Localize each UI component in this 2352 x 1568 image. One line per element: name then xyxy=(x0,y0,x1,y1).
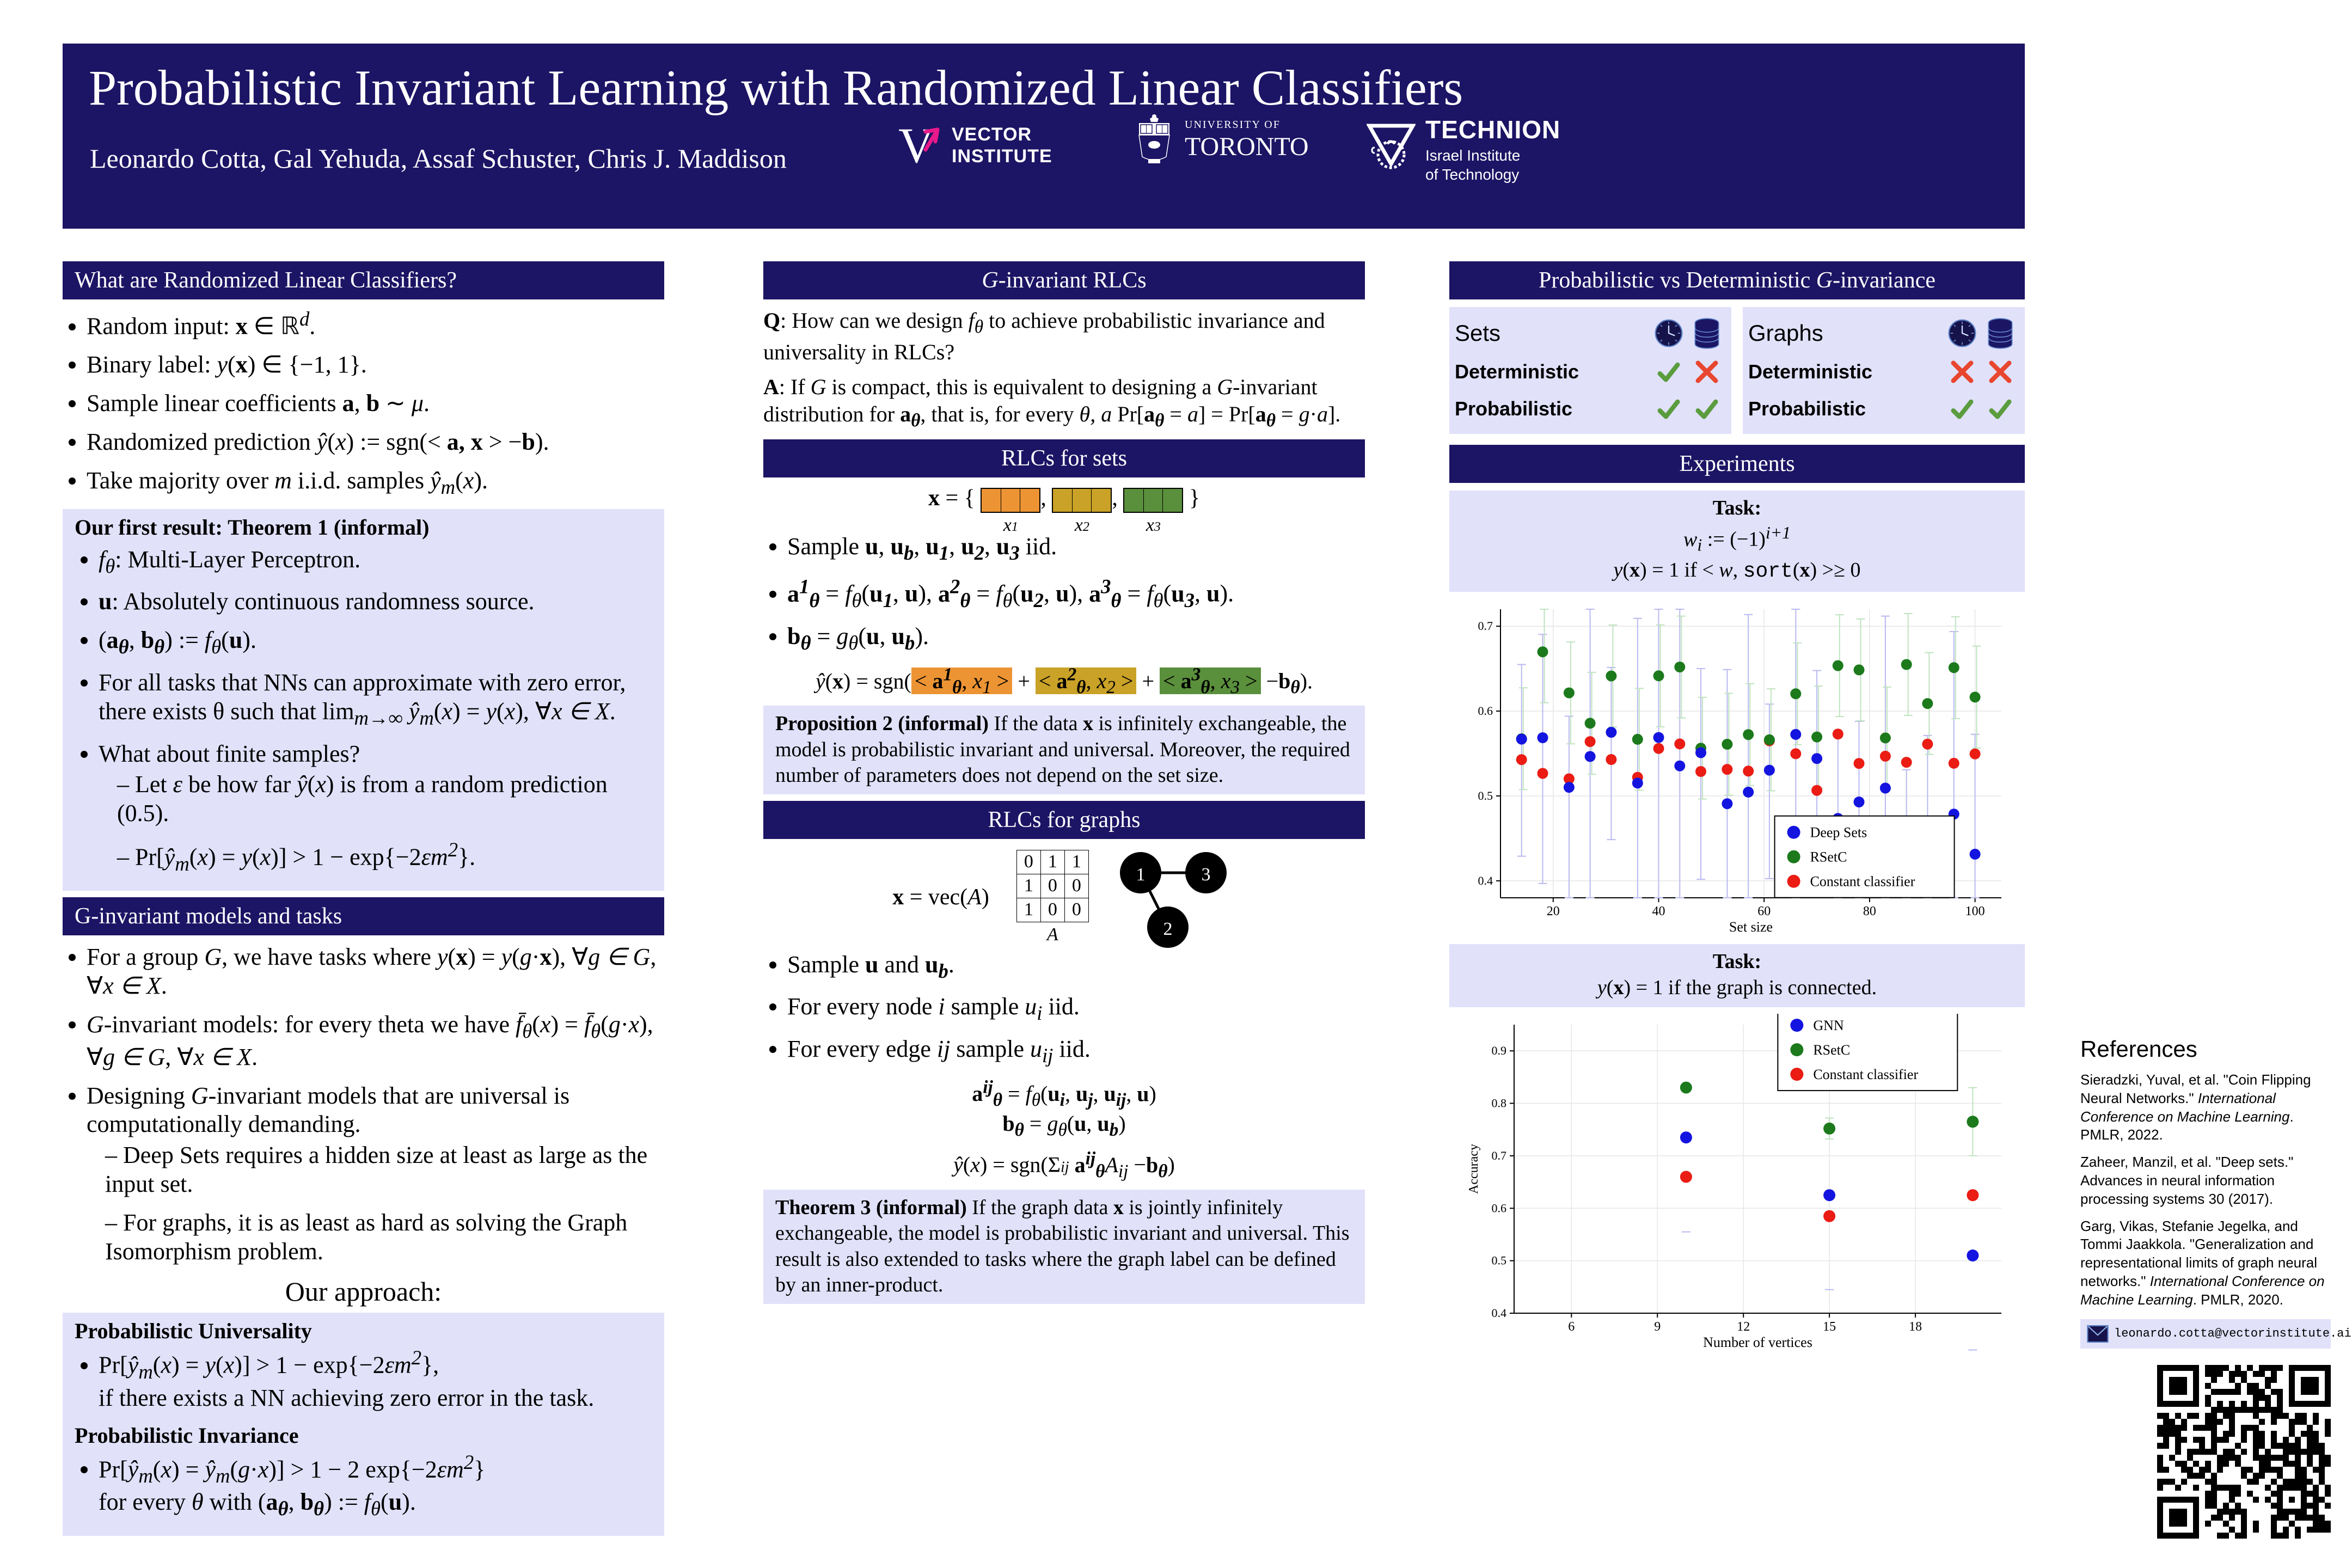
svg-text:9: 9 xyxy=(1654,1320,1661,1334)
svg-text:0.7: 0.7 xyxy=(1491,1149,1506,1162)
svg-text:2: 2 xyxy=(1163,919,1172,939)
svg-text:Constant classifier: Constant classifier xyxy=(1813,1067,1918,1082)
svg-text:Number of vertices: Number of vertices xyxy=(1703,1334,1812,1350)
svg-text:6: 6 xyxy=(1568,1320,1575,1334)
svg-text:40: 40 xyxy=(1652,904,1665,918)
svg-text:0.4: 0.4 xyxy=(1478,874,1493,887)
svg-text:0.9: 0.9 xyxy=(1491,1044,1506,1057)
svg-text:Set size: Set size xyxy=(1729,919,1772,935)
svg-text:1: 1 xyxy=(1136,865,1145,885)
svg-text:0.7: 0.7 xyxy=(1478,619,1493,633)
svg-text:0.5: 0.5 xyxy=(1478,789,1493,803)
svg-text:3: 3 xyxy=(1201,865,1210,885)
svg-text:18: 18 xyxy=(1909,1320,1922,1334)
svg-text:GNN: GNN xyxy=(1813,1018,1844,1033)
svg-text:Constant classifier: Constant classifier xyxy=(1810,874,1915,890)
svg-text:0.8: 0.8 xyxy=(1491,1097,1506,1110)
svg-text:Deep Sets: Deep Sets xyxy=(1810,825,1867,841)
svg-text:RSetC: RSetC xyxy=(1810,849,1847,865)
svg-text:100: 100 xyxy=(1965,904,1984,918)
svg-text:60: 60 xyxy=(1757,904,1771,918)
svg-text:Accuracy: Accuracy xyxy=(1467,1144,1481,1194)
svg-text:15: 15 xyxy=(1823,1320,1836,1334)
svg-text:20: 20 xyxy=(1546,904,1559,918)
svg-text:0.4: 0.4 xyxy=(1491,1306,1506,1320)
svg-text:80: 80 xyxy=(1863,904,1876,918)
svg-text:RSetC: RSetC xyxy=(1813,1042,1850,1058)
svg-text:0.6: 0.6 xyxy=(1491,1201,1506,1215)
svg-text:12: 12 xyxy=(1737,1320,1750,1334)
svg-text:0.6: 0.6 xyxy=(1478,704,1493,718)
svg-text:0.5: 0.5 xyxy=(1491,1254,1506,1267)
